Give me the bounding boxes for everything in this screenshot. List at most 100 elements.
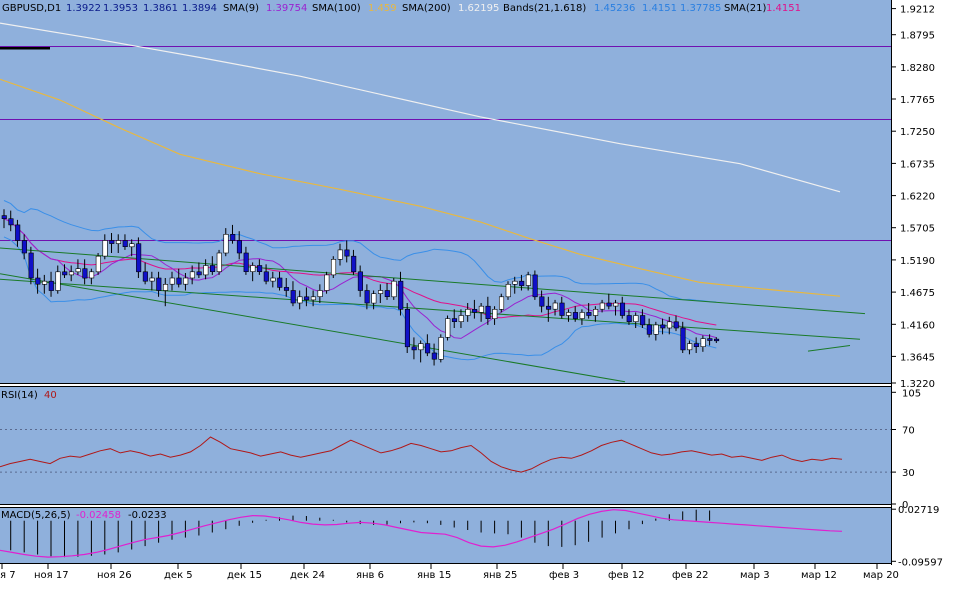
- time-tick-label: янв 6: [356, 570, 384, 581]
- sma21-value: 1.4151: [766, 3, 801, 14]
- candle: [230, 224, 236, 244]
- candle: [330, 256, 337, 278]
- candle: [384, 283, 390, 300]
- time-tick-label: янв 25: [483, 570, 517, 581]
- candle: [156, 271, 162, 297]
- candle: [398, 271, 404, 316]
- candle: [525, 271, 531, 291]
- time-tick-label: мар 20: [863, 570, 899, 581]
- candle: [411, 337, 417, 360]
- candle: [176, 268, 182, 288]
- candle: [162, 278, 169, 307]
- candle: [472, 299, 478, 319]
- trendline-2: [0, 273, 626, 383]
- candle: [48, 271, 54, 297]
- candle: [687, 340, 693, 355]
- macd-histogram: [10, 509, 711, 558]
- candle: [257, 259, 263, 275]
- sma9-label: SMA(9): [223, 3, 259, 14]
- candle: [559, 296, 565, 319]
- candles: [1, 209, 720, 366]
- bands-lower-line: [3, 236, 717, 361]
- candle: [263, 264, 269, 285]
- candle: [357, 265, 363, 297]
- time-tick-label: мар 12: [801, 570, 837, 581]
- bands-label: Bands(21,1.618): [503, 3, 586, 14]
- candle: [351, 249, 357, 275]
- price-axis: 1.9212 1.8795 1.8280 1.7765 1.7250 1.6735 1.62…: [891, 5, 935, 390]
- candle: [498, 293, 505, 313]
- rsi-line: [0, 436, 843, 473]
- candle: [579, 309, 585, 325]
- price-tick-label: 1.3645: [900, 352, 935, 363]
- candle: [82, 259, 88, 285]
- candle: [122, 234, 128, 250]
- header-low: 1.3861: [143, 3, 178, 14]
- level-marker: [0, 47, 50, 50]
- candle: [15, 219, 21, 247]
- candle: [512, 276, 518, 294]
- header-high: 1.3953: [103, 3, 138, 14]
- candle: [243, 246, 249, 275]
- candle: [700, 335, 706, 352]
- candle: [250, 262, 256, 282]
- candle: [169, 271, 175, 291]
- candle: [640, 309, 646, 328]
- sma200-line: [0, 22, 841, 193]
- candle: [593, 306, 599, 322]
- candle: [626, 309, 632, 325]
- candle: [378, 284, 384, 303]
- macd-value-1: -0.02458: [76, 510, 121, 521]
- macd-value-2: -0.0233: [128, 510, 167, 521]
- candle: [666, 316, 673, 335]
- time-tick-label: я 7: [0, 570, 16, 581]
- candle: [505, 281, 511, 300]
- candle: [95, 253, 101, 275]
- bands-upper: 1.45236: [594, 3, 635, 14]
- candle: [693, 337, 699, 353]
- price-tick-label: 1.7765: [900, 95, 935, 106]
- candle: [304, 287, 310, 307]
- price-tick-label: 1.9212: [900, 5, 935, 16]
- candle: [673, 315, 679, 332]
- sma200-value: 1.62195: [458, 3, 499, 14]
- time-tick-label: дек 24: [290, 570, 325, 581]
- candle: [660, 318, 666, 335]
- price-tick-label: 1.5190: [900, 256, 935, 267]
- time-tick-label: фев 12: [608, 570, 645, 581]
- candle: [458, 309, 464, 328]
- macd-tick-label: 0.02719: [898, 505, 939, 516]
- horizontal-levels: [0, 46, 891, 241]
- price-tick-label: 1.8795: [900, 31, 935, 42]
- candle: [270, 271, 276, 288]
- candle: [203, 259, 209, 280]
- sma100-label: SMA(100): [312, 3, 361, 14]
- rsi-panel[interactable]: [0, 387, 891, 504]
- candle: [35, 268, 41, 294]
- macd-label: MACD(5,26,5): [1, 510, 71, 521]
- candle: [364, 284, 370, 310]
- candle: [714, 337, 720, 343]
- candle: [115, 234, 122, 253]
- candle: [196, 262, 202, 278]
- candle: [75, 259, 81, 275]
- candle: [102, 234, 108, 260]
- sma100-line: [0, 78, 841, 297]
- candle: [546, 296, 552, 322]
- price-tick-label: 1.4160: [900, 320, 935, 331]
- time-axis: я 7 ноя 17 ноя 26 дек 5 дек 15 дек 24 янв 6 янв…: [0, 564, 899, 581]
- candle: [55, 265, 61, 294]
- candle: [425, 334, 431, 357]
- candle: [317, 284, 323, 303]
- time-tick-label: ноя 26: [97, 570, 132, 581]
- macd-panel[interactable]: [0, 508, 891, 563]
- candle: [619, 296, 626, 319]
- time-tick-label: дек 15: [227, 570, 262, 581]
- time-tick-label: мар 3: [740, 570, 770, 581]
- rsi-tick-label: 105: [902, 388, 921, 399]
- candle: [149, 271, 155, 291]
- price-tick-label: 1.4675: [900, 288, 935, 299]
- candle: [62, 264, 68, 278]
- sma21-label: SMA(21): [724, 3, 766, 14]
